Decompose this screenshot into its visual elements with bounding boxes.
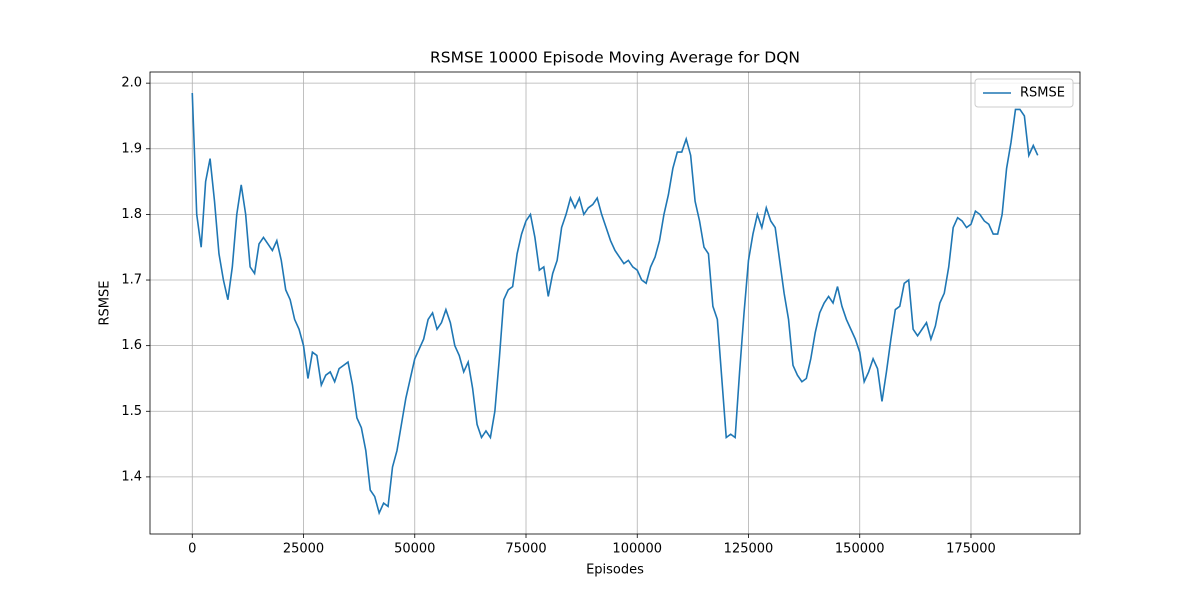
legend-box	[974, 78, 1074, 108]
x-axis-label: Episodes	[586, 563, 644, 578]
legend-label: RSMSE	[1020, 86, 1065, 101]
chart-title: RSMSE 10000 Episode Moving Average for D…	[430, 49, 800, 67]
y-tick-label: 1.9	[121, 141, 142, 156]
plot-area	[191, 92, 1039, 516]
y-tick-label: 2.0	[121, 76, 142, 91]
y-axis-label: RSMSE	[98, 281, 113, 326]
x-tick-label: 150000	[835, 542, 885, 557]
axes-frame	[149, 71, 1081, 535]
y-tick-label: 1.4	[121, 469, 142, 484]
y-tick-label: 1.8	[121, 207, 142, 222]
x-tick-label: 125000	[724, 542, 774, 557]
x-tick-label: 50000	[394, 542, 435, 557]
y-tick-label: 1.5	[121, 404, 142, 419]
x-tick-label: 25000	[283, 542, 324, 557]
data-line	[191, 92, 1039, 516]
x-tick-label: 75000	[505, 542, 546, 557]
y-tick-label: 1.6	[121, 338, 142, 353]
x-tick-label: 175000	[946, 542, 996, 557]
y-tick-label: 1.7	[121, 273, 142, 288]
grid	[150, 72, 1080, 534]
x-tick-label: 0	[188, 542, 196, 557]
x-tick-label: 100000	[612, 542, 662, 557]
